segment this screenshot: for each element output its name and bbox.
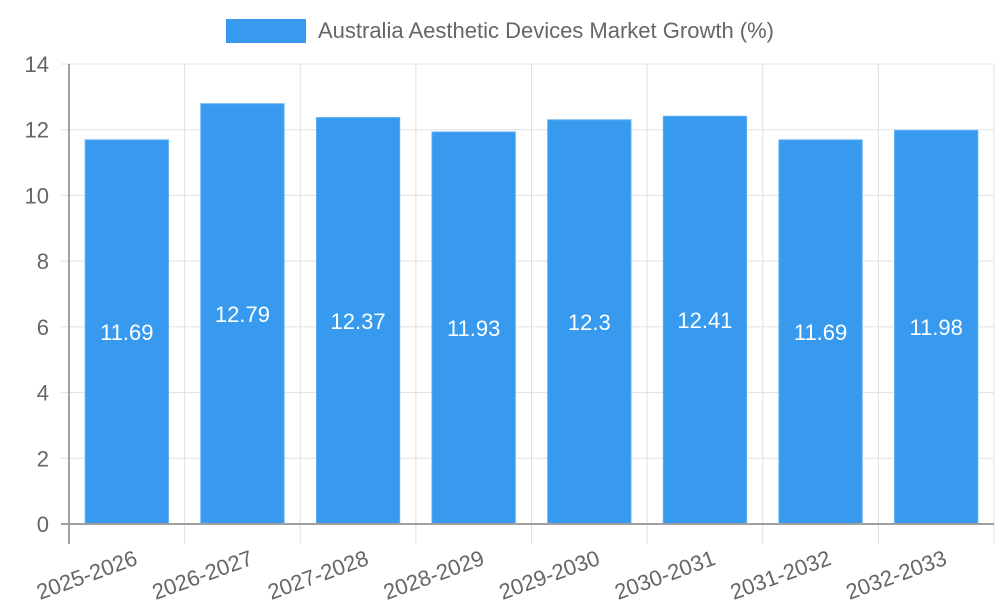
bar[interactable] <box>315 117 401 525</box>
bar[interactable] <box>431 131 516 525</box>
y-tick-label: 0 <box>37 512 49 537</box>
y-tick-label: 12 <box>25 118 49 143</box>
bar-value-label: 11.93 <box>447 316 500 341</box>
x-tick-label: 2032-2033 <box>842 545 949 600</box>
x-tick-label: 2031-2032 <box>727 545 834 600</box>
y-tick-label: 4 <box>37 381 49 406</box>
legend-swatch <box>225 19 306 43</box>
bar-value-label: 11.69 <box>100 320 153 345</box>
bar[interactable] <box>547 119 632 525</box>
bar[interactable] <box>662 115 748 525</box>
y-tick-label: 2 <box>37 446 49 471</box>
bar-value-label: 12.37 <box>331 309 386 334</box>
bar-value-label: 11.98 <box>909 315 962 340</box>
y-tick-label: 14 <box>25 52 49 77</box>
x-tick-label: 2030-2031 <box>611 545 718 600</box>
x-tick-label: 2029-2030 <box>496 545 603 600</box>
y-tick-label: 6 <box>37 315 49 340</box>
x-tick-label: 2025-2026 <box>33 545 140 600</box>
bar-value-label: 11.69 <box>794 320 847 345</box>
chart-legend[interactable]: Australia Aesthetic Devices Market Growt… <box>0 18 1000 44</box>
bar[interactable] <box>200 103 285 525</box>
x-tick-label: 2028-2029 <box>380 545 487 600</box>
bar[interactable] <box>778 139 863 525</box>
bar[interactable] <box>894 129 979 525</box>
y-tick-label: 10 <box>25 183 49 208</box>
y-tick-label: 8 <box>37 249 49 274</box>
bar-value-label: 12.3 <box>568 310 611 335</box>
bar-value-label: 12.41 <box>677 308 732 333</box>
bar[interactable] <box>84 139 169 525</box>
x-tick-label: 2026-2027 <box>149 545 256 600</box>
bar-value-label: 12.79 <box>215 302 270 327</box>
legend-label: Australia Aesthetic Devices Market Growt… <box>317 18 775 43</box>
x-tick-label: 2027-2028 <box>264 545 371 600</box>
